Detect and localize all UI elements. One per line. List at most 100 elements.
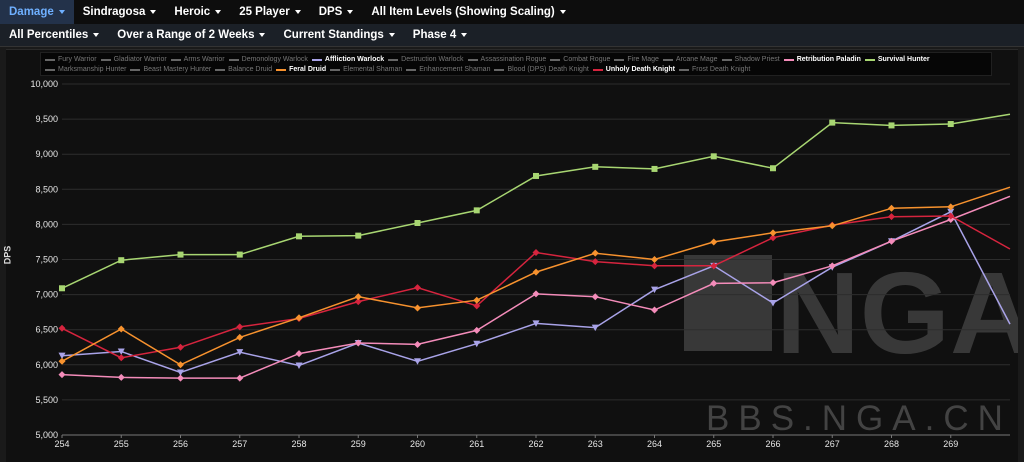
legend-item-unholy-death-knight[interactable]: Unholy Death Knight — [592, 66, 676, 73]
legend-marker-icon — [662, 58, 673, 61]
boss-dropdown[interactable]: Sindragosa — [74, 0, 166, 24]
x-tick-label: 262 — [528, 439, 543, 449]
legend-label: Shadow Priest — [734, 56, 780, 63]
data-point-feral-druid — [532, 268, 540, 276]
legend-item-affliction-warlock[interactable]: Affliction Warlock — [311, 56, 385, 63]
legend-label: Retribution Paladin — [796, 56, 861, 63]
legend-item-demonology-warlock[interactable]: Demonology Warlock — [228, 56, 308, 63]
legend-item-enhancement-shaman[interactable]: Enhancement Shaman — [406, 66, 490, 73]
data-point-survival-hunter — [414, 219, 421, 226]
data-point-survival-hunter — [592, 163, 599, 170]
legend-item-retribution-paladin[interactable]: Retribution Paladin — [783, 56, 861, 63]
data-point-affliction-warlock — [947, 208, 955, 216]
phase-dropdown[interactable]: Phase 4 — [404, 24, 476, 46]
data-point-unholy-death-knight — [117, 354, 125, 362]
x-tick-label: 257 — [232, 439, 247, 449]
data-point-unholy-death-knight — [473, 302, 481, 310]
legend-marker-icon — [330, 68, 341, 71]
legend-label: Blood (DPS) Death Knight — [507, 66, 589, 73]
metric-dropdown[interactable]: Damage — [0, 0, 74, 24]
chevron-down-icon — [461, 33, 468, 37]
data-point-feral-druid — [177, 361, 184, 369]
percentile-dropdown[interactable]: All Percentiles — [0, 24, 108, 46]
x-tick-label: 255 — [114, 439, 129, 449]
legend-item-blood-dps-death-knight[interactable]: Blood (DPS) Death Knight — [494, 66, 589, 73]
data-point-survival-hunter — [59, 285, 65, 292]
data-point-affliction-warlock — [58, 352, 66, 360]
legend-item-fury-warrior[interactable]: Fury Warrior — [45, 56, 97, 63]
data-point-retribution-paladin — [710, 279, 718, 287]
legend-label: Unholy Death Knight — [605, 66, 676, 73]
watermark-logo-text: NGA — [776, 248, 1018, 378]
data-point-retribution-paladin — [354, 339, 362, 347]
legend-item-survival-hunter[interactable]: Survival Hunter — [864, 56, 930, 63]
legend-item-shadow-priest[interactable]: Shadow Priest — [721, 56, 780, 63]
data-point-retribution-paladin — [828, 262, 836, 270]
legend-item-balance-druid[interactable]: Balance Druid — [215, 66, 272, 73]
x-tick-label: 263 — [588, 439, 603, 449]
data-point-unholy-death-knight — [888, 213, 895, 221]
legend-label: Affliction Warlock — [324, 56, 385, 63]
data-point-survival-hunter — [236, 251, 243, 258]
item-level-dropdown[interactable]: All Item Levels (Showing Scaling) — [362, 0, 574, 24]
data-point-retribution-paladin — [117, 373, 125, 381]
x-tick-label: 268 — [884, 439, 899, 449]
x-tick-label: 264 — [647, 439, 662, 449]
legend-marker-icon — [494, 68, 505, 71]
legend-item-arcane-mage[interactable]: Arcane Mage — [662, 56, 718, 63]
legend-item-assassination-rogue[interactable]: Assassination Rogue — [467, 56, 546, 63]
data-point-survival-hunter — [473, 207, 480, 214]
legend-label: Fury Warrior — [58, 56, 97, 63]
legend-row-1: Fury Warrior Gladiator Warrior Arms Warrio… — [41, 54, 930, 65]
x-tick-label: 259 — [351, 439, 366, 449]
difficulty-dropdown[interactable]: Heroic — [165, 0, 230, 24]
legend-item-combat-rogue[interactable]: Combat Rogue — [550, 56, 610, 63]
data-point-feral-druid — [414, 304, 421, 312]
data-point-feral-druid — [117, 325, 125, 333]
legend-item-destruction-warlock[interactable]: Destruction Warlock — [388, 56, 464, 63]
legend-label: Frost Death Knight — [692, 66, 751, 73]
legend-marker-icon — [170, 58, 181, 61]
raid-size-dropdown[interactable]: 25 Player — [230, 0, 310, 24]
data-point-retribution-paladin — [591, 293, 599, 301]
chevron-down-icon — [93, 33, 100, 37]
data-point-survival-hunter — [888, 122, 895, 129]
chevron-down-icon — [294, 10, 301, 14]
legend-item-beast-mastery-hunter[interactable]: Beast Mastery Hunter — [130, 66, 211, 73]
x-tick-label: 261 — [469, 439, 484, 449]
data-point-feral-druid — [651, 256, 658, 263]
data-point-feral-druid — [473, 296, 481, 304]
y-tick-label: 7,500 — [35, 255, 58, 265]
legend-item-arms-warrior[interactable]: Arms Warrior — [170, 56, 225, 63]
data-point-retribution-paladin — [58, 371, 66, 379]
legend-item-gladiator-warrior[interactable]: Gladiator Warrior — [100, 56, 167, 63]
y-tick-label: 8,000 — [35, 219, 58, 229]
legend-label: Combat Rogue — [563, 56, 611, 63]
watermark-logo: NGA — [684, 248, 1018, 378]
data-point-affliction-warlock — [591, 324, 599, 332]
data-point-affliction-warlock — [236, 349, 244, 356]
legend-label: Beast Mastery Hunter — [143, 66, 212, 73]
data-point-unholy-death-knight — [651, 262, 658, 270]
legend-item-feral-druid[interactable]: Feral Druid — [276, 66, 326, 73]
data-point-retribution-paladin — [295, 350, 303, 358]
data-point-feral-druid — [58, 357, 66, 365]
data-point-survival-hunter — [296, 233, 302, 240]
data-point-unholy-death-knight — [532, 248, 540, 256]
data-point-affliction-warlock — [651, 286, 658, 294]
unit-dropdown[interactable]: DPS — [310, 0, 363, 24]
legend-marker-icon — [276, 68, 287, 71]
data-point-unholy-death-knight — [947, 212, 955, 220]
legend-item-fire-mage[interactable]: Fire Mage — [614, 56, 659, 63]
legend-item-frost-death-knight[interactable]: Frost Death Knight — [679, 66, 750, 73]
legend-item-elemental-shaman[interactable]: Elemental Shaman — [330, 66, 402, 73]
data-point-retribution-paladin — [888, 237, 895, 245]
time-range-dropdown[interactable]: Over a Range of 2 Weeks — [108, 24, 274, 46]
legend-item-marksmanship-hunter[interactable]: Marksmanship Hunter — [45, 66, 126, 73]
data-point-survival-hunter — [829, 119, 836, 126]
legend-marker-icon — [45, 68, 55, 71]
top-filter-bar: Damage Sindragosa Heroic 25 Player DPS A… — [0, 0, 1024, 25]
legend-label: Survival Hunter — [877, 56, 930, 63]
standings-dropdown[interactable]: Current Standings — [274, 24, 403, 46]
data-point-affliction-warlock — [177, 369, 184, 377]
